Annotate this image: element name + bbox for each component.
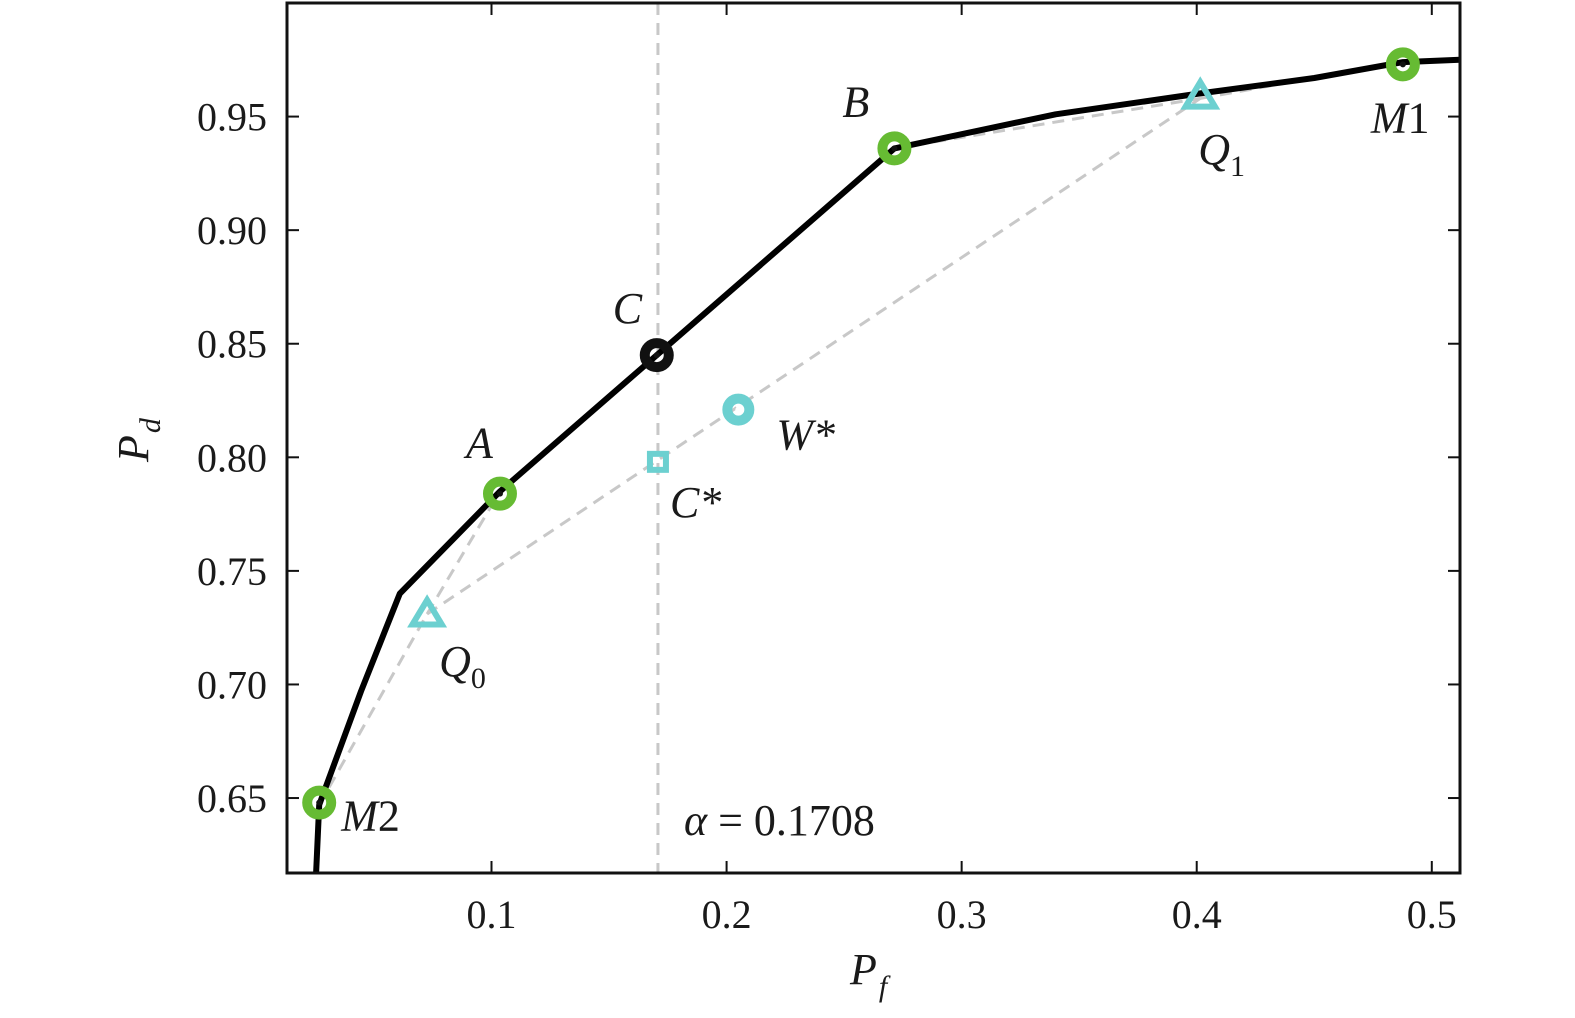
label-q1-sub: 1 (1230, 150, 1245, 183)
point-markers (302, 47, 1420, 820)
plot-border (285, 1, 1462, 875)
dashed-segment-3 (426, 97, 1202, 616)
y-tick-label-0.70: 0.70 (197, 662, 267, 707)
marker-a-center (496, 490, 503, 497)
label-m1-main: M (1370, 93, 1410, 142)
marker-q0 (407, 594, 448, 628)
alpha-symbol: α (684, 796, 708, 845)
y-tick-label-0.75: 0.75 (197, 549, 267, 594)
marker-c-star (646, 450, 669, 473)
x-tick-label-0.2: 0.2 (702, 892, 752, 937)
label-b: B (842, 77, 869, 126)
label-q0-main: Q (439, 637, 471, 686)
y-tick-label-0.90: 0.90 (197, 208, 267, 253)
y-axis-label-main: P (109, 435, 158, 463)
y-axis-label: Pd (109, 417, 167, 463)
label-w-star-main: W* (776, 411, 835, 460)
label-m2: M2 (340, 792, 400, 841)
axis-ticks: 0.1 0.2 0.3 0.4 0.5 0.65 0.70 0.75 0.80 0.85 0.90 0… (197, 3, 1460, 937)
marker-q1 (1180, 76, 1221, 110)
label-q0-sub: 0 (471, 662, 486, 695)
label-c: C (613, 284, 643, 333)
y-tick-label-0.95: 0.95 (197, 95, 267, 140)
marker-b-center (891, 145, 898, 152)
y-tick-label-0.65: 0.65 (197, 776, 267, 821)
x-tick-label-0.5: 0.5 (1407, 892, 1457, 937)
marker-w-star (722, 393, 755, 426)
label-m1: M1 (1370, 93, 1430, 142)
x-axis-label-main: P (849, 945, 877, 994)
x-tick-label-0.3: 0.3 (937, 892, 987, 937)
marker-m2-center (316, 799, 323, 806)
roc-curve-layer (313, 56, 1460, 873)
dashed-segment-2 (425, 490, 502, 615)
y-tick-label-0.85: 0.85 (197, 322, 267, 367)
alpha-annotation: α = 0.1708 (684, 796, 875, 845)
plot-frame (285, 1, 1462, 875)
label-q1-main: Q (1198, 125, 1230, 174)
marker-b (877, 131, 912, 166)
marker-m1 (1385, 47, 1420, 82)
dashed-segment-1 (317, 613, 429, 806)
label-q0: Q0 (439, 637, 486, 695)
marker-c (639, 338, 674, 373)
marker-c-center (653, 352, 660, 359)
label-b-main: B (842, 77, 869, 126)
x-axis-label-sub: f (879, 970, 891, 1003)
label-c-star: C* (670, 478, 721, 527)
label-m2-sub: 2 (378, 792, 400, 841)
label-c-star-main: C* (670, 478, 721, 527)
x-tick-label-0.4: 0.4 (1172, 892, 1222, 937)
marker-m1-center (1399, 61, 1406, 68)
label-m1-sub: 1 (1408, 93, 1430, 142)
label-w-star: W* (776, 411, 835, 460)
marker-m2 (302, 785, 337, 820)
roc-curve (313, 56, 1460, 873)
marker-a (482, 476, 517, 511)
label-a-main: A (463, 419, 494, 468)
y-axis-label-sub: d (134, 417, 167, 433)
x-tick-label-0.1: 0.1 (467, 892, 517, 937)
label-c-main: C (613, 284, 643, 333)
alpha-value: = 0.1708 (707, 796, 875, 845)
x-axis-label: Pf (849, 945, 891, 1003)
y-tick-label-0.80: 0.80 (197, 435, 267, 480)
marker-w-star-center (735, 406, 742, 413)
label-m2-main: M (340, 792, 380, 841)
label-a: A (463, 419, 494, 468)
label-q1: Q1 (1198, 125, 1245, 183)
